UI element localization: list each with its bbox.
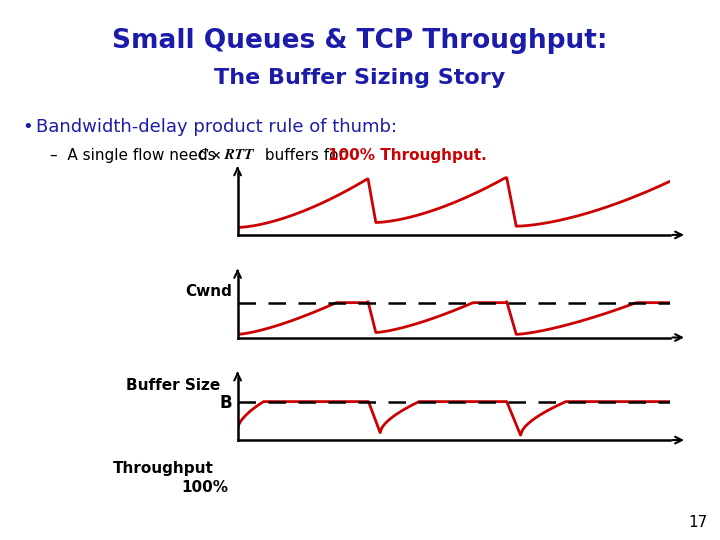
Text: 17: 17	[689, 515, 708, 530]
Text: 100%: 100%	[181, 480, 228, 495]
Text: The Buffer Sizing Story: The Buffer Sizing Story	[215, 68, 505, 88]
Text: Bandwidth-delay product rule of thumb:: Bandwidth-delay product rule of thumb:	[36, 118, 397, 136]
Text: 100% Throughput.: 100% Throughput.	[328, 148, 487, 163]
Text: C × RTT: C × RTT	[198, 148, 253, 162]
Text: Cwnd: Cwnd	[185, 285, 232, 300]
Text: –  A single flow needs: – A single flow needs	[50, 148, 220, 163]
Text: •: •	[22, 118, 32, 136]
Text: Buffer Size: Buffer Size	[126, 377, 220, 393]
Text: buffers for: buffers for	[260, 148, 350, 163]
Text: B: B	[220, 394, 232, 412]
Text: Throughput: Throughput	[113, 461, 214, 476]
Text: Small Queues & TCP Throughput:: Small Queues & TCP Throughput:	[112, 28, 608, 54]
